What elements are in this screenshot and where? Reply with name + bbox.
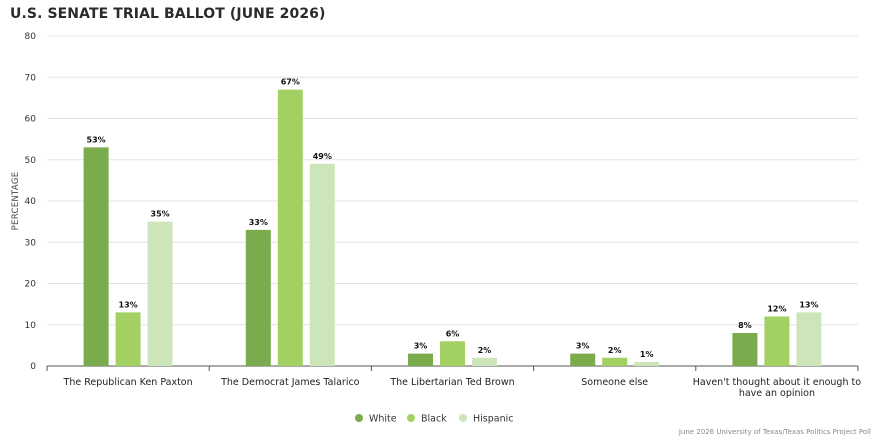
data-labels: 53% 13% 35% 33% 67% 49% 3% 6% 2% 3% 2% 1% 8% 12% 13% [87,78,819,359]
data-label: 8% [738,321,752,330]
data-label: 13% [119,300,138,309]
category-labels: The Republican Ken Paxton The Democrat Ja… [63,377,862,399]
y-tick-label: 50 [25,156,37,166]
chart-title: U.S. SENATE TRIAL BALLOT (JUNE 2026) [10,6,326,22]
bar-hispanic [472,357,497,366]
category-label: The Libertarian Ted Brown [389,377,514,388]
y-tick-label: 70 [25,73,37,83]
bar-black [440,341,465,366]
y-tick-label: 60 [25,115,37,125]
bars [83,89,822,366]
data-label: 2% [478,346,492,355]
bar-white [732,333,758,366]
bar-hispanic [634,361,660,366]
source-note: June 2026 University of Texas/Texas Poli… [678,428,871,436]
data-label: 12% [767,305,786,314]
category-label: have an opinion [739,388,815,399]
data-label: 53% [87,135,106,144]
data-label: 33% [249,218,268,227]
bar-black [277,89,303,366]
bar-hispanic [147,221,173,366]
y-tick-label: 10 [25,321,37,331]
bar-white [83,147,109,366]
legend: White Black Hispanic [355,414,513,425]
data-label: 3% [414,342,428,351]
category-label: Haven't thought about it enough to [693,377,861,388]
bar-black [115,312,141,366]
category-label: Someone else [581,377,648,388]
y-tick-label: 80 [25,32,37,42]
data-label: 49% [313,152,332,161]
category-label: The Democrat James Talarico [220,377,360,388]
legend-label: Hispanic [473,414,513,425]
legend-label: White [369,414,397,425]
data-label: 1% [640,350,654,359]
bar-white [245,229,271,366]
bar-black [764,316,790,366]
y-tick-label: 30 [25,238,37,248]
legend-label: Black [421,414,447,425]
y-axis-title: PERCENTAGE [11,172,21,231]
data-label: 3% [576,342,590,351]
gridlines [47,35,858,326]
data-label: 13% [799,300,818,309]
bar-hispanic [796,312,822,366]
data-label: 35% [151,210,170,219]
data-label: 2% [608,346,622,355]
y-tick-label: 20 [25,280,37,290]
y-tick-label: 40 [25,197,37,207]
bar-white [408,353,433,366]
data-label: 67% [281,78,300,87]
legend-swatch-white [355,414,363,422]
y-tick-label: 0 [30,362,36,372]
legend-swatch-black [407,414,415,422]
bar-black [602,357,628,366]
category-label: The Republican Ken Paxton [63,377,193,388]
data-label: 6% [446,329,460,338]
legend-swatch-hispanic [459,414,467,422]
bar-white [570,353,596,366]
bar-hispanic [309,163,335,366]
